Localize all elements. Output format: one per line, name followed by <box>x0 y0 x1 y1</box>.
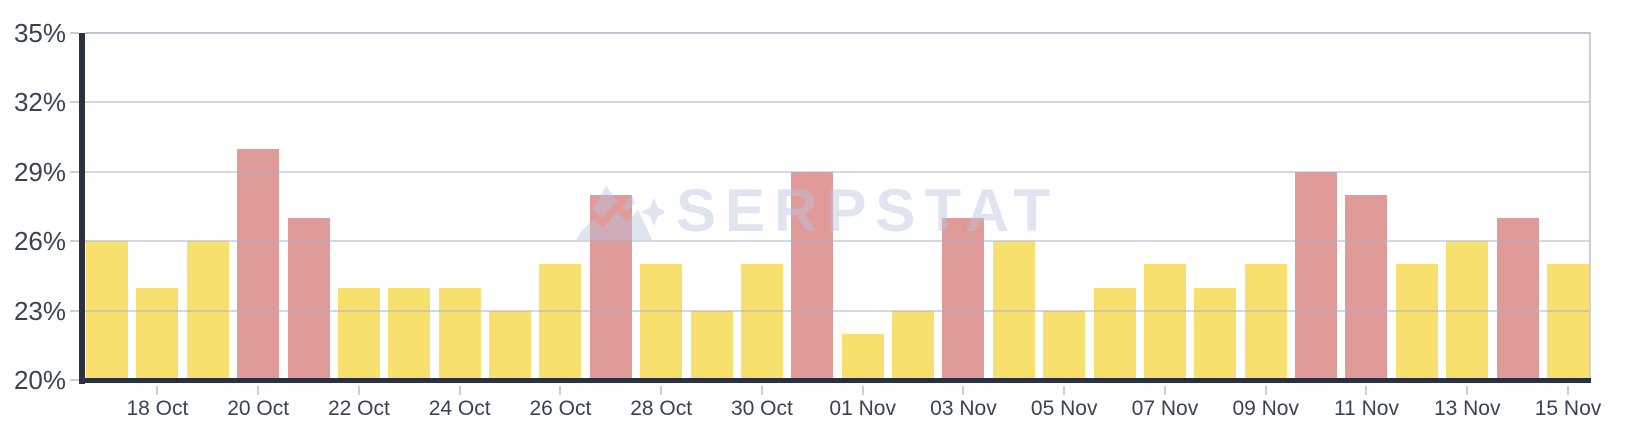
x-axis-label: 22 Oct <box>327 397 390 420</box>
bar-15-nov[interactable] <box>1547 264 1589 380</box>
bar-22-oct[interactable] <box>338 287 380 380</box>
bar-27-oct[interactable] <box>590 194 632 380</box>
x-axis-label: 15 Nov <box>1534 397 1602 420</box>
x-axis-tick <box>660 386 663 395</box>
bar-14-nov[interactable] <box>1497 218 1539 380</box>
x-axis-label: 18 Oct <box>126 397 189 420</box>
bar-29-oct[interactable] <box>691 310 733 380</box>
bar-18-oct[interactable] <box>136 287 178 380</box>
x-axis-tick <box>1466 386 1469 395</box>
x-axis-tick <box>257 386 260 395</box>
bar-24-oct[interactable] <box>439 287 481 380</box>
x-axis-tick <box>156 386 159 395</box>
bars-layer <box>86 33 1589 380</box>
x-axis-tick <box>1567 386 1569 395</box>
grid-line <box>85 32 1591 34</box>
y-axis-line <box>79 33 85 384</box>
x-axis-tick <box>861 386 864 395</box>
bar-09-nov[interactable] <box>1245 264 1287 380</box>
x-axis-tick <box>1264 386 1267 395</box>
y-axis-label: 26% <box>13 226 66 257</box>
grid-line <box>85 240 1591 243</box>
x-axis-label: 07 Nov <box>1131 397 1199 420</box>
bar-11-nov[interactable] <box>1345 194 1387 380</box>
x-axis-label: 01 Nov <box>829 397 896 420</box>
bar-23-oct[interactable] <box>388 287 430 380</box>
bar-06-nov[interactable] <box>1094 287 1136 380</box>
x-axis-tick <box>559 386 562 395</box>
x-axis-label: 13 Nov <box>1433 397 1501 420</box>
y-axis-tick <box>70 32 79 34</box>
y-axis-tick <box>70 240 79 243</box>
bar-25-oct[interactable] <box>489 310 531 380</box>
y-axis-tick <box>70 379 79 381</box>
x-axis-label: 03 Nov <box>930 397 997 420</box>
bar-05-nov[interactable] <box>1043 310 1085 380</box>
bar-07-nov[interactable] <box>1144 264 1186 380</box>
x-axis-line <box>79 378 1591 383</box>
x-axis-tick <box>357 386 360 395</box>
x-axis-tick <box>1163 386 1166 395</box>
bar-21-oct[interactable] <box>288 218 330 380</box>
y-axis-tick <box>70 101 79 104</box>
bar-02-nov[interactable] <box>892 310 934 380</box>
bar-08-nov[interactable] <box>1194 287 1236 380</box>
grid-line <box>85 170 1591 173</box>
grid-line <box>85 309 1591 312</box>
bar-03-nov[interactable] <box>942 218 984 380</box>
x-axis-label: 09 Nov <box>1232 397 1299 420</box>
y-axis-label: 23% <box>13 295 66 326</box>
x-axis-label: 24 Oct <box>428 397 491 420</box>
bar-01-nov[interactable] <box>842 333 884 380</box>
x-axis-tick <box>962 386 965 395</box>
x-axis-label: 11 Nov <box>1333 397 1399 420</box>
y-axis-label: 20% <box>13 365 66 395</box>
x-axis-label: 30 Oct <box>730 397 793 420</box>
x-axis-label: 20 Oct <box>227 397 290 420</box>
y-axis-label: 29% <box>13 156 66 187</box>
x-axis-tick <box>1063 386 1066 395</box>
y-axis-tick <box>70 170 79 173</box>
bar-12-nov[interactable] <box>1396 264 1438 380</box>
grid-line <box>85 101 1591 104</box>
bar-31-oct[interactable] <box>791 171 833 380</box>
x-axis-tick <box>1365 386 1368 395</box>
x-axis-label: 26 Oct <box>529 397 592 420</box>
y-axis-label: 32% <box>13 87 66 118</box>
x-axis-label: 05 Nov <box>1030 397 1098 420</box>
plot-right-border <box>1589 33 1591 380</box>
bar-28-oct[interactable] <box>640 264 682 380</box>
bar-20-oct[interactable] <box>237 148 279 380</box>
bar-10-nov[interactable] <box>1295 171 1337 380</box>
x-axis-tick <box>760 386 763 395</box>
bar-30-oct[interactable] <box>741 264 783 380</box>
x-axis-label: 28 Oct <box>630 397 693 420</box>
y-axis-label: 35% <box>13 18 66 48</box>
bar-26-oct[interactable] <box>539 264 581 380</box>
x-axis-tick <box>458 386 461 395</box>
y-axis-tick <box>70 309 79 312</box>
